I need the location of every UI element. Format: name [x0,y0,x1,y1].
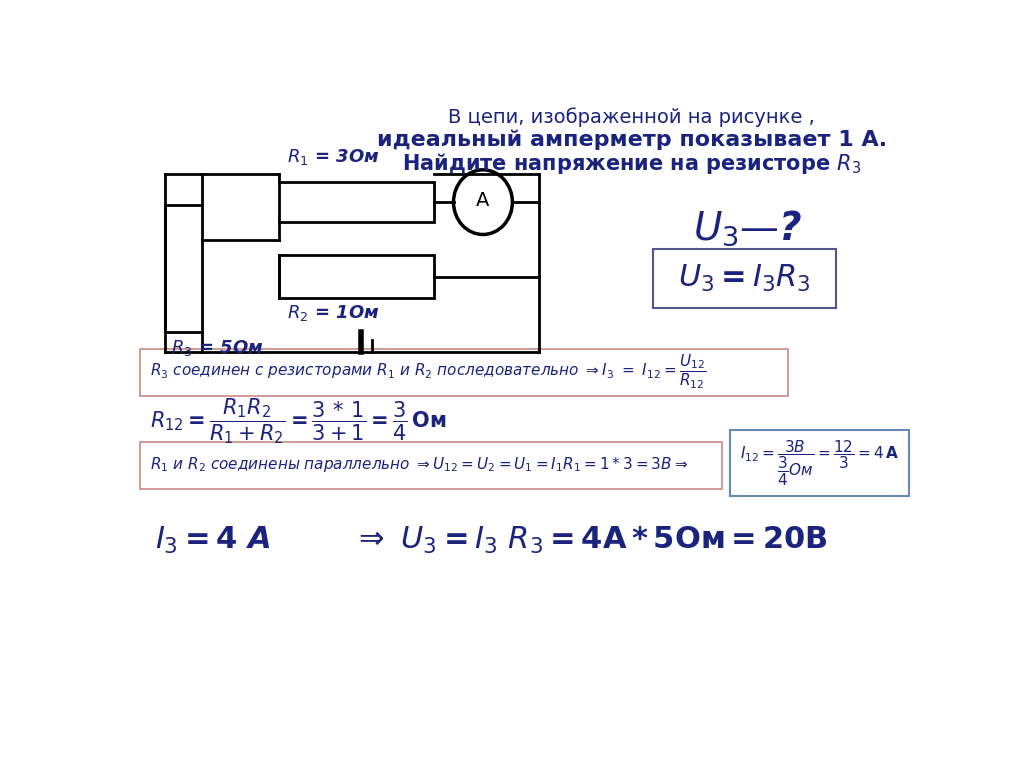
Bar [165,206,202,332]
FancyBboxPatch shape [139,442,722,489]
Text: $\boldsymbol{R_3}$ = 5Ом: $\boldsymbol{R_3}$ = 5Ом [171,337,263,357]
Text: $R_1$ и $R_2$ соединены параллельно $\Rightarrow U_{12}=U_2=U_1=I_1 R_1=1*3=3В\R: $R_1$ и $R_2$ соединены параллельно $\Ri… [150,456,688,474]
Text: В цепи, изображенной на рисунке ,: В цепи, изображенной на рисунке , [449,107,815,127]
Text: $\Rightarrow\boldsymbol{\ U_3 = I_3\ R_3 = 4А * 5Ом = 20В}$: $\Rightarrow\boldsymbol{\ U_3 = I_3\ R_3… [352,525,827,556]
Text: $\boldsymbol{I_3 = 4}$ А: $\boldsymbol{I_3 = 4}$ А [155,525,271,556]
Text: Найдите напряжение на резисторе $R_3$: Найдите напряжение на резисторе $R_3$ [402,151,861,176]
Bar [280,182,434,222]
Text: $\boldsymbol{R_1}$ = 3Ом: $\boldsymbol{R_1}$ = 3Ом [287,146,380,166]
Text: A: A [476,191,489,210]
FancyBboxPatch shape [652,249,836,308]
Text: $\boldsymbol{R_{12} = \dfrac{R_1 R_2}{R_1+R_2} = \dfrac{3\,*\,1}{3+1} = \dfrac{3: $\boldsymbol{R_{12} = \dfrac{R_1 R_2}{R_… [150,396,446,446]
FancyBboxPatch shape [730,430,909,496]
Text: $\boldsymbol{U_3}$—?: $\boldsymbol{U_3}$—? [693,209,803,249]
Text: $\boldsymbol{R_2}$ = 1Ом: $\boldsymbol{R_2}$ = 1Ом [287,303,380,323]
Text: $R_3$ соединен с резисторами $R_1$ и $R_2$ последовательно $\Rightarrow I_3\ =\ : $R_3$ соединен с резисторами $R_1$ и $R_… [150,354,707,391]
Text: идеальный амперметр показывает 1 А.: идеальный амперметр показывает 1 А. [377,130,887,150]
Bar [280,255,434,298]
Text: $I_{12} = \dfrac{3В}{\dfrac{3}{4}Ом} = \dfrac{12}{3} = 4\,$А: $I_{12} = \dfrac{3В}{\dfrac{3}{4}Ом} = \… [739,439,899,488]
FancyBboxPatch shape [139,349,787,397]
Ellipse shape [454,170,512,235]
Text: $\boldsymbol{U_3 = I_3 R_3}$: $\boldsymbol{U_3 = I_3 R_3}$ [678,263,810,294]
